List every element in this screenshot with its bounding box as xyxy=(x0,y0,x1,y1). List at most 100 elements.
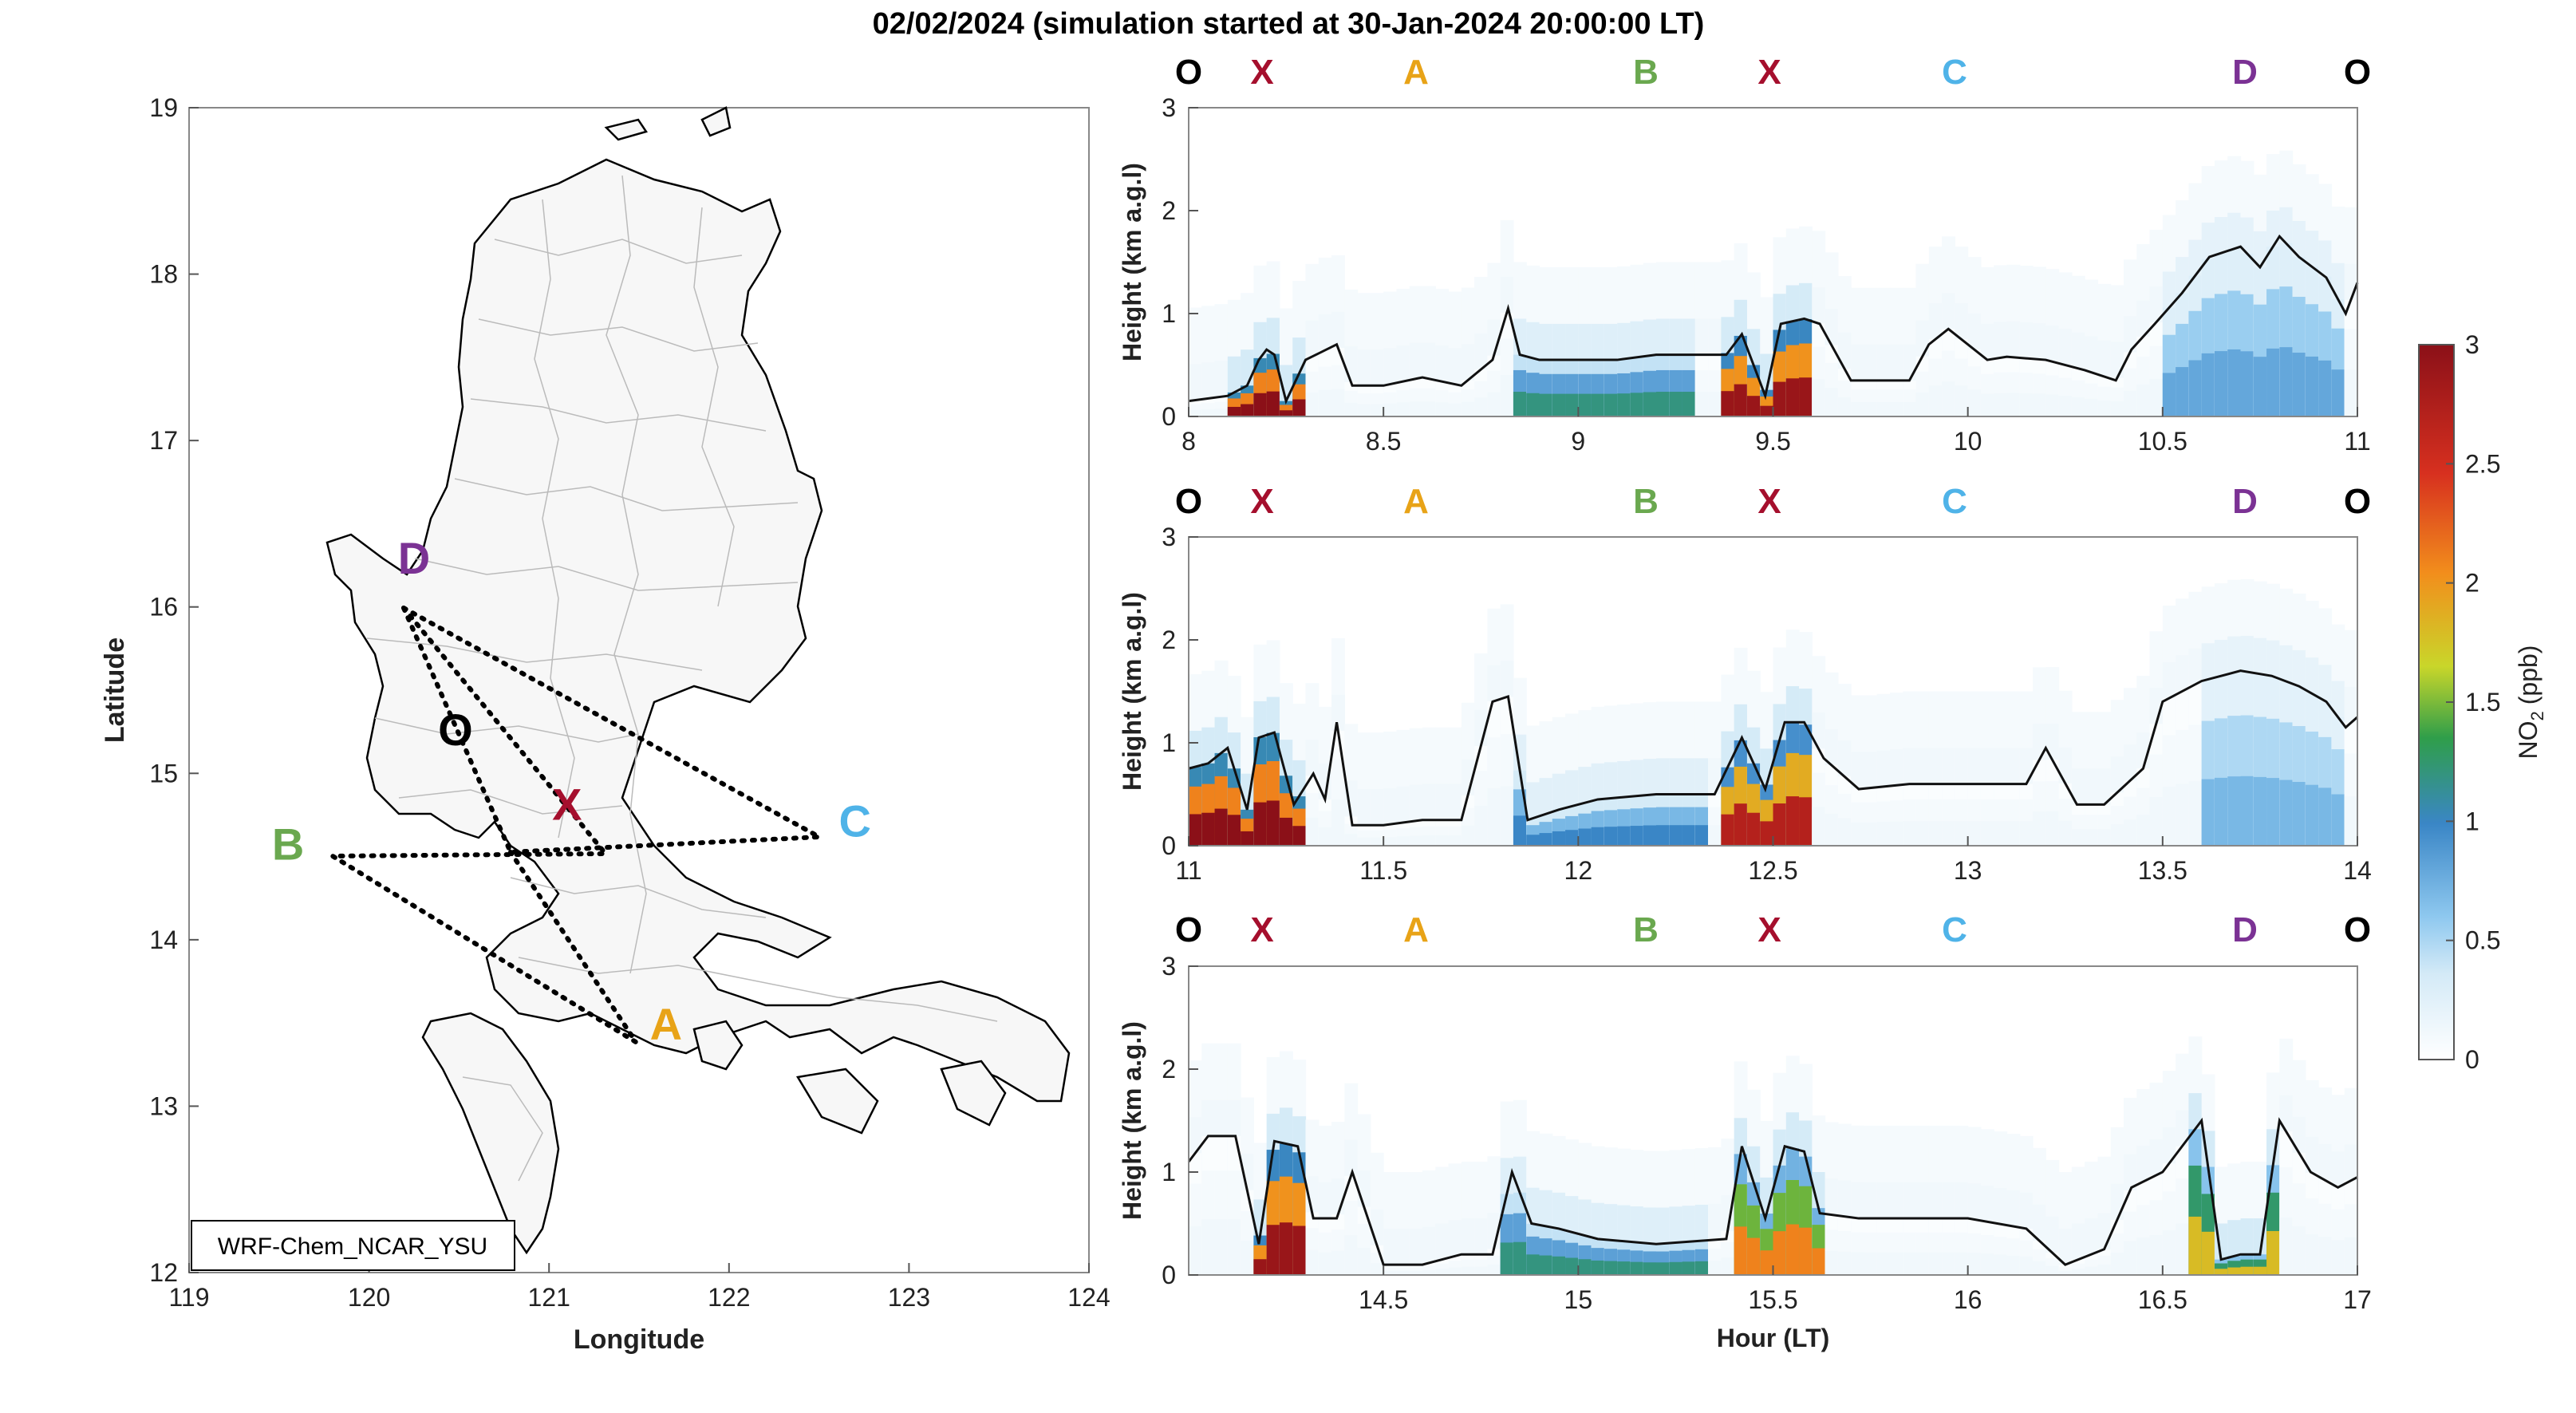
panel-ylabel: Height (km a.g.l) xyxy=(1118,592,1146,791)
no2-cell xyxy=(1903,1252,1917,1275)
panel-site-label-D: D xyxy=(2232,482,2258,521)
no2-cell xyxy=(1266,800,1280,846)
map-xtick-label: 120 xyxy=(348,1283,390,1312)
panel-xtick-label: 11.5 xyxy=(1359,856,1407,885)
no2-cell xyxy=(1214,409,1229,416)
no2-cell xyxy=(1746,812,1761,846)
no2-cell xyxy=(2033,811,2046,846)
no2-cell xyxy=(1227,406,1241,416)
no2-cell xyxy=(1915,1252,1930,1275)
no2-cell xyxy=(1578,1259,1592,1275)
map-site-A: A xyxy=(650,999,682,1049)
luzon-landmass xyxy=(325,106,1071,1255)
no2-cell xyxy=(1825,1250,1839,1275)
no2-cell xyxy=(1591,393,1605,416)
no2-cell xyxy=(2176,783,2189,846)
no2-cell xyxy=(1721,391,1735,416)
no2-cell xyxy=(1928,1252,1943,1275)
no2-cell xyxy=(1942,381,1955,416)
no2-cell xyxy=(1422,401,1436,416)
no2-cell xyxy=(2188,1216,2203,1275)
no2-cell xyxy=(1994,821,2008,846)
no2-cell xyxy=(1604,1261,1618,1275)
no2-cell xyxy=(1318,1252,1332,1275)
no2-cell xyxy=(2085,398,2099,416)
no2-cell xyxy=(2292,353,2306,416)
panel-3: 14.5 15 15.5 16 16.5 17 0 1 2 3 Height (km a.g.l) H… xyxy=(1118,910,2372,1352)
map-xtick-label: 119 xyxy=(168,1283,209,1312)
panel-xtick-label: 14 xyxy=(2343,856,2372,885)
no2-cell xyxy=(1903,401,1917,416)
no2-cell xyxy=(2033,393,2046,416)
panel-site-label-O: O xyxy=(2344,53,2371,92)
no2-cell xyxy=(1773,803,1787,846)
map-ytick-label: 13 xyxy=(149,1091,178,1120)
no2-field xyxy=(1189,578,2358,846)
panel-xtick-label: 12 xyxy=(1564,856,1593,885)
no2-cell xyxy=(1279,1222,1293,1275)
route-lines xyxy=(324,606,828,1044)
map-ytick-label: 18 xyxy=(149,260,178,289)
no2-cell xyxy=(2331,1240,2345,1275)
no2-cell xyxy=(1565,393,1579,416)
no2-cell xyxy=(1461,401,1475,416)
no2-cell xyxy=(1682,392,1696,416)
no2-cell xyxy=(2006,393,2021,416)
no2-cell xyxy=(1526,835,1540,846)
no2-cell xyxy=(1513,1241,1527,1275)
no2-cell xyxy=(1266,1225,1280,1275)
no2-cell xyxy=(1331,799,1345,846)
no2-cell xyxy=(1253,1259,1268,1275)
no2-cell xyxy=(2006,821,2021,846)
colorbar-tick-label: 2.5 xyxy=(2465,449,2500,478)
no2-cell xyxy=(2253,357,2267,416)
colorbar-tick-label: 0 xyxy=(2465,1045,2479,1074)
no2-cell xyxy=(1565,830,1579,846)
panel-ylabel: Height (km a.g.l) xyxy=(1118,1021,1146,1220)
no2-cell xyxy=(1396,1228,1410,1275)
no2-cell xyxy=(1773,1231,1787,1275)
no2-cell xyxy=(1357,404,1371,416)
colorbar-ticks: 0 0.5 1 1.5 2 2.5 3 xyxy=(2446,330,2500,1074)
no2-cell xyxy=(1734,803,1748,846)
no2-cell xyxy=(1955,385,1969,416)
no2-cell xyxy=(1305,817,1320,846)
no2-cell xyxy=(2019,393,2034,416)
no2-cell xyxy=(2214,777,2228,846)
no2-cell xyxy=(1734,1226,1748,1275)
no2-cell xyxy=(1864,1252,1878,1275)
no2-cell xyxy=(1461,1266,1475,1275)
no2-cell xyxy=(1435,835,1450,846)
no2-cell xyxy=(1189,814,1202,846)
no2-cell xyxy=(1461,825,1475,846)
no2-cell xyxy=(2176,1223,2189,1275)
no2-cell xyxy=(2188,360,2203,416)
map-ylabel: Latitude xyxy=(100,637,130,743)
no2-cell xyxy=(1915,392,1930,416)
no2-cell xyxy=(1773,381,1787,416)
no2-cell xyxy=(1799,377,1813,416)
panel-site-label-A: A xyxy=(1403,482,1429,521)
map-ytick-label: 19 xyxy=(149,93,178,122)
no2-cell xyxy=(1708,1261,1722,1275)
panel-ytick-label: 1 xyxy=(1162,728,1176,757)
no2-cell xyxy=(2136,1237,2151,1275)
no2-cell xyxy=(1253,393,1268,416)
no2-cell xyxy=(1955,1252,1969,1275)
no2-cell xyxy=(1643,1262,1657,1275)
no2-cell xyxy=(1370,1263,1384,1275)
no2-cell xyxy=(1928,821,1943,846)
no2-cell xyxy=(1214,808,1229,846)
colorbar-tick-label: 3 xyxy=(2465,330,2479,359)
no2-cell xyxy=(1552,831,1566,846)
no2-cell xyxy=(1760,1250,1774,1275)
no2-cell xyxy=(2097,1265,2112,1275)
no2-cell xyxy=(2188,781,2203,846)
no2-cell xyxy=(1980,393,1994,416)
no2-cell xyxy=(2253,776,2267,846)
no2-cell xyxy=(1967,389,1982,416)
no2-cell xyxy=(2019,1256,2034,1275)
no2-cell xyxy=(1539,393,1553,416)
map-site-B: B xyxy=(272,819,304,870)
no2-cell xyxy=(2006,1255,2021,1275)
